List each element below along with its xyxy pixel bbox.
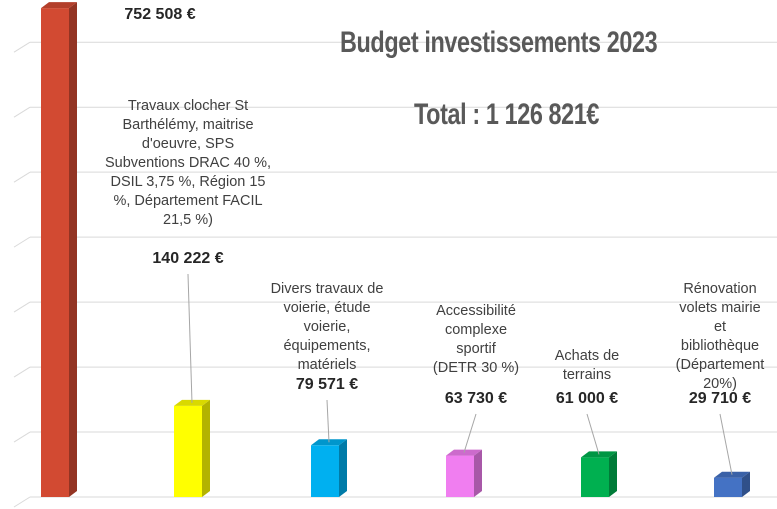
bar-side	[202, 399, 210, 497]
leader-line	[326, 399, 330, 443]
category-label: Accessibilité complexe sportif (DETR 30 …	[432, 303, 520, 376]
category-label: Rénovation volets mairie et bibliothèque…	[675, 281, 765, 392]
bar-front	[41, 8, 69, 497]
bar	[446, 449, 482, 497]
leader-line	[187, 273, 193, 403]
grid-slant	[13, 41, 31, 53]
grid-slant	[13, 496, 31, 508]
value-label: 752 508 €	[124, 6, 196, 23]
bar-top	[41, 2, 77, 9]
bar-front	[714, 477, 742, 497]
category-label: Divers travaux de voierie, étude voierie…	[270, 281, 384, 373]
value-label: 140 222 €	[152, 250, 224, 267]
bar-front	[311, 445, 339, 497]
grid-slant	[13, 171, 31, 183]
grid-slant	[13, 301, 31, 313]
bar-side	[609, 451, 617, 497]
chart-title: Budget investissements 2023	[340, 26, 658, 59]
category-label: Achats de terrains	[554, 348, 620, 383]
grid-slant	[13, 236, 31, 248]
category-label: Travaux clocher St Barthélémy, maitrise …	[104, 98, 272, 228]
grid-slant	[13, 366, 31, 378]
grid-slant	[13, 431, 31, 443]
bar	[174, 399, 210, 497]
value-label: 61 000 €	[555, 390, 619, 407]
bar-front	[174, 405, 202, 497]
grid-slant	[13, 106, 31, 118]
total-annotation: Total : 1 126 821€	[414, 98, 600, 131]
value-label: 79 571 €	[295, 376, 359, 393]
bar	[714, 471, 750, 497]
bar-side	[69, 2, 77, 497]
bar-side	[339, 439, 347, 497]
bar	[41, 2, 77, 497]
bar	[311, 439, 347, 497]
bar-side	[742, 471, 750, 497]
bar-side	[474, 449, 482, 497]
bar	[581, 451, 617, 497]
bar-front	[581, 457, 609, 497]
value-label: 63 730 €	[444, 390, 508, 407]
leader-line	[719, 413, 733, 475]
value-label: 29 710 €	[688, 390, 752, 407]
leader-line	[586, 413, 600, 455]
leader-line	[463, 413, 477, 453]
bar-front	[446, 455, 474, 497]
